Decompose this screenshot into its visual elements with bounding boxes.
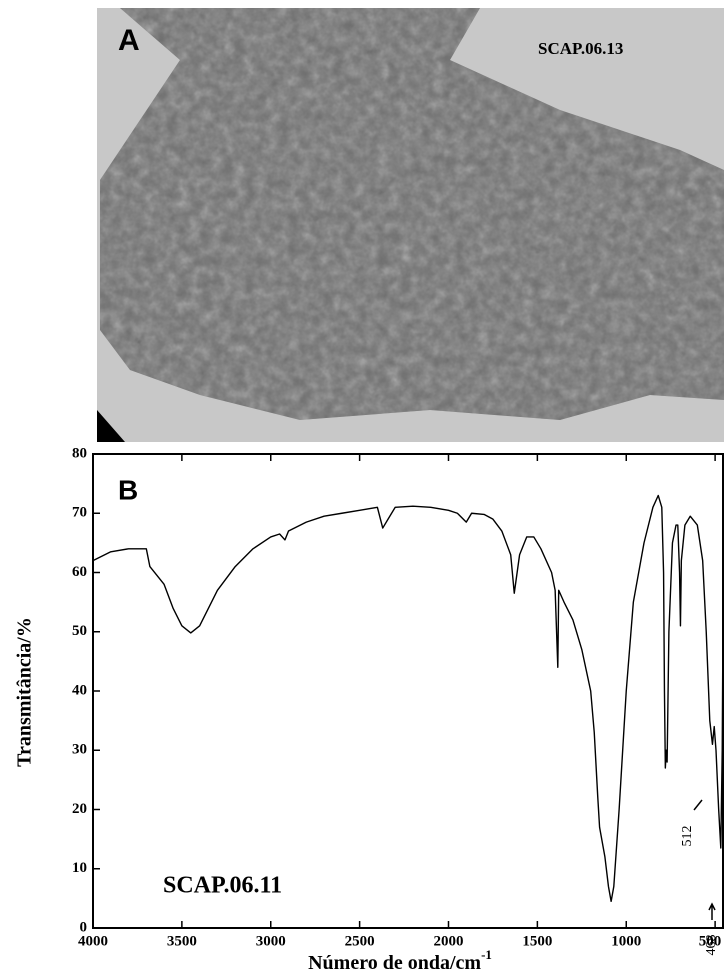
- rock-texture: [100, 8, 724, 420]
- annotation-arrow: [708, 902, 716, 920]
- y-tick-label: 50: [72, 623, 87, 639]
- y-tick-label: 60: [72, 564, 87, 580]
- panel-label: B: [118, 474, 138, 505]
- sample-label: SCAP.06.11: [163, 873, 282, 899]
- spectrum-line: [92, 494, 724, 903]
- x-axis-title-text: Número de onda/cm: [308, 952, 481, 974]
- y-tick-label: 10: [72, 860, 87, 876]
- x-tick-label: 1500: [522, 933, 552, 949]
- x-tick-label: 3500: [167, 933, 197, 949]
- y-tick-label: 30: [72, 742, 87, 758]
- plot-frame: [92, 453, 724, 929]
- annotation: 468: [704, 935, 719, 956]
- x-tick-label: 4000: [78, 933, 108, 949]
- y-axis-title: Transmitância/%: [14, 617, 36, 767]
- annotation: 512: [680, 826, 695, 847]
- x-axis-title-sup: -1: [481, 947, 492, 962]
- panel-label: A: [118, 24, 140, 57]
- sample-label: SCAP.06.13: [538, 39, 623, 58]
- y-tick-label: 40: [72, 682, 87, 698]
- x-tick-label: 2000: [433, 933, 463, 949]
- y-tick-label: 70: [72, 505, 87, 521]
- y-tick-label: 0: [80, 919, 88, 935]
- y-tick-label: 20: [72, 801, 87, 817]
- photo-corner: [97, 410, 125, 442]
- x-tick-label: 500: [699, 933, 722, 949]
- x-axis-title: Número de onda/cm-1: [308, 947, 492, 974]
- x-tick-label: 3000: [256, 933, 286, 949]
- x-tick-label: 2500: [345, 933, 375, 949]
- x-tick-label: 1000: [611, 933, 641, 949]
- annotation-arrow: [693, 799, 703, 811]
- photo: A SCAP.06.13: [97, 8, 724, 442]
- y-tick-label: 80: [72, 445, 87, 461]
